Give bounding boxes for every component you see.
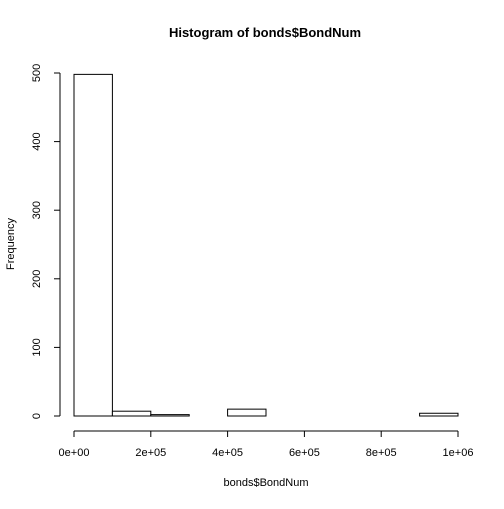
y-tick-label: 400 bbox=[31, 132, 43, 150]
x-tick-label: 8e+05 bbox=[366, 447, 397, 459]
histogram-bar bbox=[150, 414, 190, 417]
y-axis-label: Frequency bbox=[5, 218, 17, 270]
histogram-bar bbox=[111, 410, 152, 417]
y-tick-label: 500 bbox=[31, 64, 43, 82]
histogram-bar bbox=[73, 73, 113, 417]
x-axis-label: bonds$BondNum bbox=[223, 477, 308, 489]
x-tick-label: 1e+06 bbox=[443, 447, 474, 459]
x-tick-label: 4e+05 bbox=[212, 447, 243, 459]
x-tick-label: 0e+00 bbox=[59, 447, 90, 459]
y-axis: 0 100 200 300 400 500 bbox=[31, 64, 61, 419]
x-tick-label: 6e+05 bbox=[289, 447, 320, 459]
y-tick-label: 300 bbox=[31, 201, 43, 219]
histogram-bar bbox=[419, 412, 459, 417]
histogram-bar bbox=[227, 408, 267, 417]
y-tick-label: 100 bbox=[31, 338, 43, 356]
x-axis: 0e+00 2e+05 4e+05 6e+05 8e+05 1e+06 bbox=[59, 430, 474, 459]
y-tick-label: 0 bbox=[31, 413, 43, 419]
y-tick-label: 200 bbox=[31, 270, 43, 288]
histogram-bars bbox=[73, 73, 459, 417]
x-tick-label: 2e+05 bbox=[135, 447, 166, 459]
chart-title: Histogram of bonds$BondNum bbox=[169, 25, 361, 40]
